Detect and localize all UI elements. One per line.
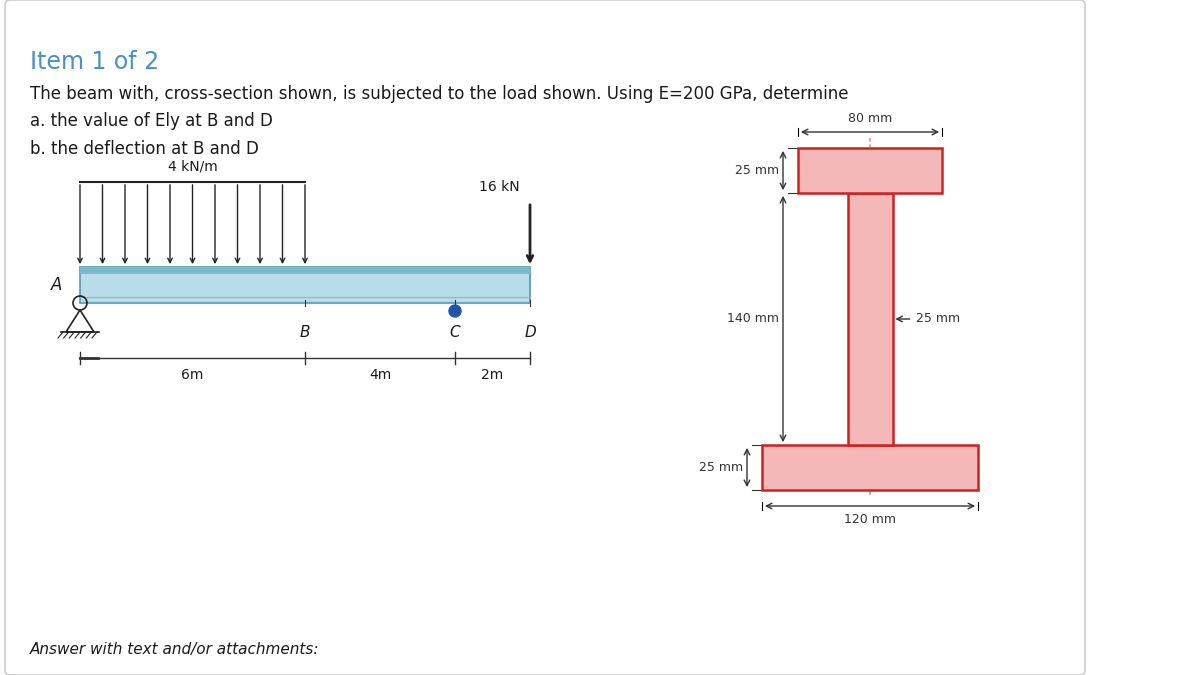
Text: 25 mm: 25 mm [734, 164, 779, 177]
Bar [762, 445, 978, 490]
Text: 4m: 4m [368, 368, 391, 382]
Text: 16 kN: 16 kN [479, 180, 520, 194]
Bar [80, 267, 530, 274]
Text: 2m: 2m [481, 368, 504, 382]
Text: b. the deflection at B and D: b. the deflection at B and D [30, 140, 259, 158]
FancyBboxPatch shape [5, 0, 1085, 675]
Text: 120 mm: 120 mm [844, 513, 896, 526]
Text: 25 mm: 25 mm [917, 313, 961, 325]
Text: 80 mm: 80 mm [848, 112, 892, 125]
Text: 6m: 6m [181, 368, 204, 382]
Circle shape [449, 305, 461, 317]
Text: C: C [450, 325, 461, 340]
Text: 140 mm: 140 mm [727, 313, 779, 325]
Text: a. the value of Ely at B and D: a. the value of Ely at B and D [30, 112, 272, 130]
Text: D: D [524, 325, 536, 340]
Text: Answer with text and/or attachments:: Answer with text and/or attachments: [30, 642, 319, 657]
Bar [80, 267, 530, 303]
Text: 4 kN/m: 4 kN/m [168, 160, 217, 174]
Text: The beam with, cross-section shown, is subjected to the load shown. Using E=200 : The beam with, cross-section shown, is s… [30, 85, 848, 103]
Bar [847, 193, 893, 445]
Bar [798, 148, 942, 193]
Text: A: A [50, 276, 62, 294]
Text: Item 1 of 2: Item 1 of 2 [30, 50, 160, 74]
Text: B: B [300, 325, 311, 340]
Text: 25 mm: 25 mm [698, 461, 743, 474]
